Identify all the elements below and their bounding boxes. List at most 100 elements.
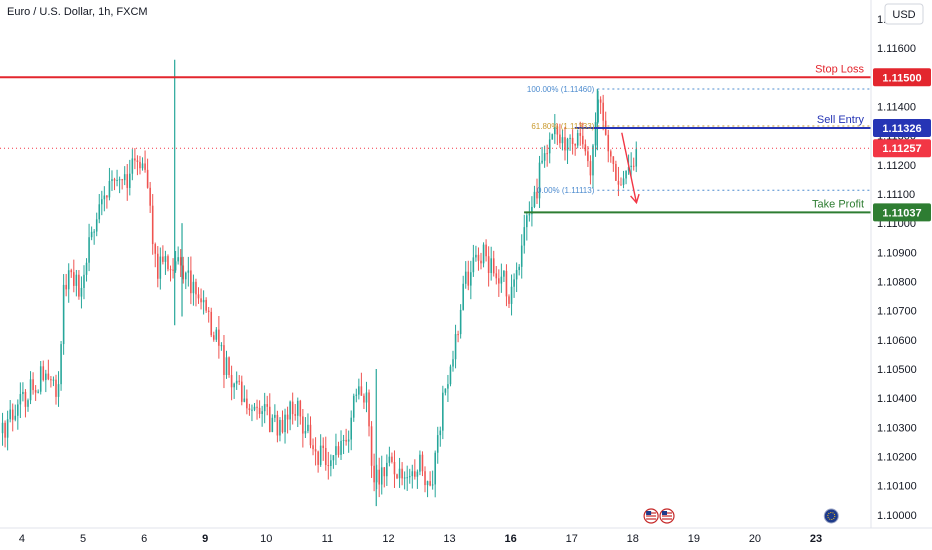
candle-body xyxy=(6,419,9,438)
candle-body xyxy=(172,269,174,271)
candle-body xyxy=(223,345,225,375)
event-icons[interactable] xyxy=(643,508,839,524)
us-flag-icon[interactable] xyxy=(659,508,675,524)
chart-title: Euro / U.S. Dollar, 1h, FXCM xyxy=(7,6,148,18)
candle-body xyxy=(274,414,276,418)
candle-body xyxy=(116,179,118,181)
candle-body xyxy=(286,414,289,420)
candle-body xyxy=(472,257,475,273)
current-price-tag xyxy=(873,139,931,158)
candle-body xyxy=(319,445,322,465)
candle-body xyxy=(146,169,149,188)
candle-body xyxy=(289,401,291,420)
currency-button-frame[interactable] xyxy=(884,3,924,25)
candle-body xyxy=(332,455,335,461)
y-tick-label: 1.11200 xyxy=(877,160,916,172)
candle-body xyxy=(88,237,90,263)
x-tick-label: 6 xyxy=(141,533,147,545)
candle-body xyxy=(164,256,167,262)
x-tick-label: 16 xyxy=(505,533,517,545)
candle-body xyxy=(1,422,4,434)
candle-body xyxy=(118,179,121,181)
candle-body xyxy=(192,281,195,294)
candle-body xyxy=(27,400,29,407)
candle-body xyxy=(419,454,421,472)
candle-body xyxy=(617,180,620,185)
candle-body xyxy=(299,400,302,417)
candle-body xyxy=(347,439,350,442)
candle-body xyxy=(95,219,98,232)
candle-body xyxy=(195,281,197,295)
candle-body xyxy=(225,357,228,375)
candle-body xyxy=(467,271,470,286)
y-tick-label: 1.10400 xyxy=(877,393,917,405)
x-tick-label: 18 xyxy=(627,533,639,545)
candle-body xyxy=(85,262,88,275)
level-price-tag-text: 1.11326 xyxy=(882,123,921,135)
candle-body xyxy=(365,392,368,403)
price-axis[interactable]: 1.117001.116001.115001.114001.113001.112… xyxy=(873,14,931,522)
candle-body xyxy=(200,298,202,303)
level-lines: Stop Loss Sell Entry Take Profit xyxy=(0,63,871,214)
candle-body xyxy=(90,231,93,238)
candle-body xyxy=(307,424,309,432)
currency-label[interactable]: USD xyxy=(892,9,915,21)
candle-body xyxy=(42,366,45,380)
candle-body xyxy=(526,215,528,228)
y-tick-label: 1.10200 xyxy=(877,452,917,464)
candle-body xyxy=(401,468,403,479)
candle-body xyxy=(559,134,561,144)
candle-body xyxy=(243,398,246,402)
candle-body xyxy=(403,477,406,479)
candle-body xyxy=(548,139,551,154)
eu-flag-icon[interactable] xyxy=(823,508,839,524)
x-tick-label: 11 xyxy=(322,533,333,545)
candle-body xyxy=(355,394,358,396)
x-tick-label: 5 xyxy=(80,533,86,545)
candle-body xyxy=(569,137,571,139)
candle-body xyxy=(444,388,447,393)
candle-body xyxy=(139,161,141,169)
candle-body xyxy=(447,384,449,389)
candle-body xyxy=(487,256,490,273)
candle-body xyxy=(184,272,187,280)
candle-body xyxy=(17,404,19,416)
candle-body xyxy=(190,270,192,294)
candle-body xyxy=(391,456,393,462)
candle-body xyxy=(414,471,416,477)
candle-body xyxy=(291,401,294,415)
x-tick-label: 13 xyxy=(443,533,455,545)
candle-body xyxy=(304,431,307,434)
candle-body xyxy=(462,283,464,310)
current-price-tag-text: 1.11257 xyxy=(882,143,921,155)
candle-body xyxy=(380,467,383,485)
candle-body xyxy=(271,417,274,432)
candle-body xyxy=(337,446,340,455)
level-label: Take Profit xyxy=(812,198,864,210)
candle-body xyxy=(531,206,533,215)
candle-body xyxy=(393,461,396,475)
candle-body xyxy=(551,134,554,140)
candle-body xyxy=(317,451,319,465)
candle-body xyxy=(14,415,17,420)
candle-body xyxy=(597,99,599,123)
candle-body xyxy=(388,456,391,463)
time-axis[interactable]: 4 5 6 9 10 11 12 13 16 17 18 19 20 23 xyxy=(19,533,822,545)
candle-body xyxy=(498,278,500,284)
candle-body xyxy=(630,165,632,168)
candle-body xyxy=(4,422,6,438)
candle-body xyxy=(162,256,164,262)
y-tick-label: 1.10000 xyxy=(877,510,917,522)
candle-body xyxy=(253,406,256,410)
level-label: Sell Entry xyxy=(817,114,865,126)
currency-button[interactable]: USD xyxy=(884,3,924,25)
candle-body xyxy=(599,99,602,103)
candle-body xyxy=(587,151,589,162)
candle-body xyxy=(345,439,347,442)
candle-body xyxy=(378,469,380,485)
us-flag-icon[interactable] xyxy=(643,508,659,524)
candle-body xyxy=(60,344,62,385)
candle-body xyxy=(111,179,113,181)
y-tick-label: 1.10900 xyxy=(877,247,917,259)
